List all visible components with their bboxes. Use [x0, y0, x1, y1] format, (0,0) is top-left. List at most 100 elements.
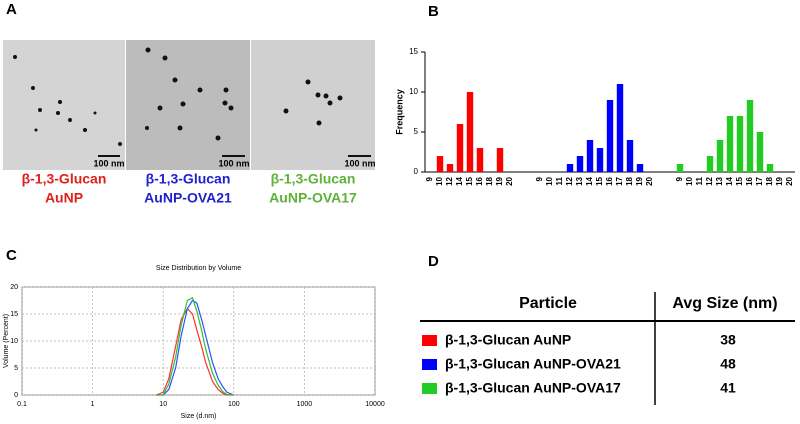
table-cell: 41: [720, 380, 736, 396]
bar: [726, 116, 734, 172]
tem-image: [3, 40, 125, 170]
caption: β-1,3-Glucan: [22, 171, 107, 187]
chart-title: Size Distribution by Volume: [156, 265, 241, 272]
bar: [626, 140, 634, 172]
table-cell: 38: [720, 332, 736, 348]
bar: [736, 116, 744, 172]
x-tick-label: 1: [91, 401, 95, 408]
caption: AuNP-OVA17: [269, 190, 357, 206]
x-tick-label: 15: [465, 176, 474, 185]
x-tick-label: 100: [228, 401, 240, 408]
y-tick-label: 0: [414, 167, 419, 176]
x-tick-label: 13: [575, 176, 584, 185]
caption: β-1,3-Glucan: [146, 171, 231, 187]
table-cell: 48: [720, 356, 736, 372]
y-tick-label: 15: [409, 47, 418, 56]
x-tick-label: 17: [755, 176, 764, 185]
bar: [606, 100, 614, 172]
y-tick-label: 10: [409, 87, 418, 96]
table-cell: β-1,3-Glucan AuNP-OVA17: [445, 380, 621, 396]
y-tick-label: 0: [14, 392, 18, 399]
x-tick-label: 11: [555, 176, 564, 185]
x-tick-label: 14: [455, 176, 464, 185]
table-header: Particle: [519, 295, 577, 312]
table-cell: β-1,3-Glucan AuNP: [445, 332, 571, 348]
bar: [496, 148, 504, 172]
scale-label: 100 nm: [218, 158, 249, 168]
bar: [586, 140, 594, 172]
x-tick-label: 9: [675, 176, 684, 181]
x-tick-label: 11: [695, 176, 704, 185]
tem-image: [126, 40, 250, 170]
bar: [746, 100, 754, 172]
x-tick-label: 20: [505, 176, 514, 185]
x-tick-label: 15: [595, 176, 604, 185]
x-tick-label: 18: [625, 176, 634, 185]
x-tick-label: 20: [645, 176, 654, 185]
bar: [436, 156, 444, 172]
particles: [13, 47, 343, 146]
panel-label: C: [6, 247, 17, 264]
legend-swatch: [422, 383, 437, 394]
x-tick-label: 9: [535, 176, 544, 181]
x-tick-label: 12: [565, 176, 574, 185]
bar: [676, 164, 684, 172]
y-tick-label: 5: [414, 127, 419, 136]
x-tick-label: 12: [705, 176, 714, 185]
x-tick-label: 19: [775, 176, 784, 185]
panel-label: B: [428, 3, 439, 20]
x-tick-label: 10: [435, 176, 444, 185]
caption: β-1,3-Glucan: [271, 171, 356, 187]
bar: [616, 84, 624, 172]
y-tick-label: 5: [14, 365, 18, 372]
x-tick-label: 14: [585, 176, 594, 185]
x-tick-label: 13: [715, 176, 724, 185]
caption: AuNP-OVA21: [144, 190, 232, 206]
y-tick-label: 10: [10, 338, 18, 345]
x-tick-label: 1000: [297, 401, 313, 408]
x-tick-label: 16: [475, 176, 484, 185]
x-tick-label: 10000: [365, 401, 385, 408]
bar: [566, 164, 574, 172]
x-tick-label: 15: [735, 176, 744, 185]
y-tick-label: 15: [10, 311, 18, 318]
tem-images: [3, 40, 375, 170]
y-axis-label: Frequency: [394, 89, 404, 135]
scale-label: 100 nm: [93, 158, 124, 168]
bar: [756, 132, 764, 172]
panel-label: D: [428, 253, 439, 270]
bar: [456, 124, 464, 172]
x-tick-label: 9: [425, 176, 434, 181]
x-tick-label: 17: [615, 176, 624, 185]
bar: [476, 148, 484, 172]
line-series: [156, 296, 234, 396]
x-tick-label: 10: [159, 401, 167, 408]
caption: AuNP: [45, 190, 83, 206]
line-series: [156, 307, 234, 396]
x-tick-label: 20: [785, 176, 794, 185]
x-tick-label: 10: [545, 176, 554, 185]
bar: [446, 164, 454, 172]
bar: [596, 148, 604, 172]
y-axis-label: Volume (Percent): [3, 314, 10, 368]
x-tick-label: 16: [745, 176, 754, 185]
tem-image: [251, 40, 375, 170]
legend-swatch: [422, 359, 437, 370]
x-tick-label: 10: [685, 176, 694, 185]
scale-label: 100 nm: [344, 158, 375, 168]
x-tick-label: 19: [635, 176, 644, 185]
x-tick-label: 16: [605, 176, 614, 185]
bar: [466, 92, 474, 172]
x-tick-label: 12: [445, 176, 454, 185]
panel-label: A: [6, 1, 17, 18]
bar: [706, 156, 714, 172]
table-header: Avg Size (nm): [672, 295, 777, 312]
x-tick-label: 14: [725, 176, 734, 185]
bar: [766, 164, 774, 172]
x-axis-label: Size (d.nm): [181, 413, 217, 420]
bar: [576, 156, 584, 172]
legend-swatch: [422, 335, 437, 346]
line-series: [156, 299, 235, 396]
x-tick-label: 18: [485, 176, 494, 185]
